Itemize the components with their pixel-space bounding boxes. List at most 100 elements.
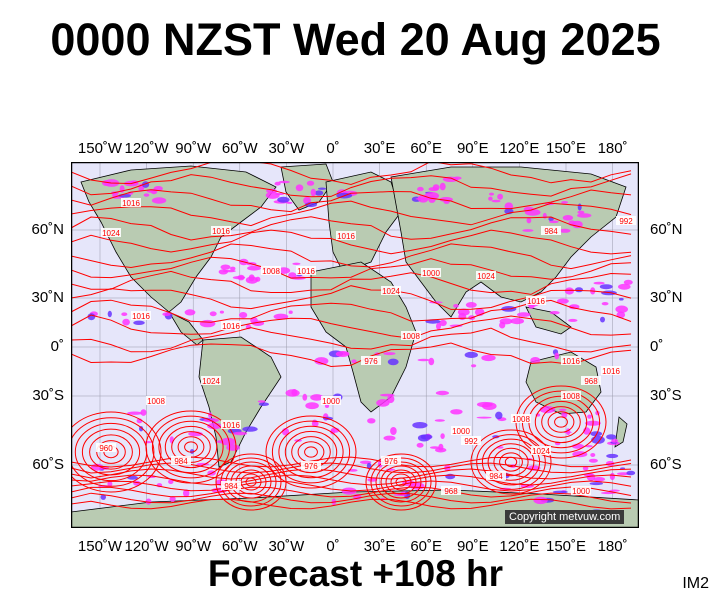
isobar-label: 1024 — [101, 228, 121, 238]
isobar-line — [71, 456, 632, 468]
isobar-line — [71, 498, 632, 510]
rain-patch — [140, 409, 147, 416]
rain-patch — [609, 489, 620, 492]
rain-patch — [585, 445, 593, 448]
isobar-label: 1024 — [476, 271, 496, 281]
rain-patch — [618, 283, 631, 290]
rain-patch — [314, 357, 329, 365]
latitude-label: 60˚N — [31, 221, 64, 238]
svg-text:1016: 1016 — [337, 232, 355, 241]
isobar-ring — [493, 447, 529, 477]
svg-text:1016: 1016 — [122, 199, 140, 208]
isobar-line — [71, 462, 632, 474]
svg-text:1008: 1008 — [562, 392, 580, 401]
latitude-label: 30˚S — [32, 387, 64, 404]
isobar-line — [71, 314, 632, 339]
rain-patch — [587, 414, 592, 419]
isobar-label: 976 — [381, 456, 401, 466]
isobar-line — [71, 162, 632, 186]
rain-patch — [590, 453, 596, 457]
rain-patch — [393, 493, 407, 496]
rain-patch — [530, 357, 541, 364]
rain-patch — [611, 438, 618, 443]
rain-patch — [274, 181, 281, 186]
isobar-label: 984 — [171, 456, 191, 466]
chart-title: 0000 NZST Wed 20 Aug 2025 — [50, 14, 661, 65]
rain-patch — [558, 408, 567, 411]
rain-patch — [277, 196, 290, 203]
rain-patch — [247, 265, 261, 271]
isobar-ring — [476, 434, 546, 490]
rain-patch — [127, 475, 138, 480]
isobar-label: 1008 — [261, 266, 281, 276]
rain-patch — [230, 266, 236, 271]
longitude-label: 30˚W — [268, 538, 305, 555]
rain-patch — [351, 359, 357, 364]
rain-patch — [306, 180, 315, 186]
isobar-ring — [284, 430, 338, 474]
svg-text:1016: 1016 — [222, 322, 240, 331]
isobar-label: 1016 — [221, 321, 241, 331]
rain-patch — [216, 440, 224, 444]
isobar-line — [71, 480, 632, 492]
svg-text:1000: 1000 — [572, 487, 590, 496]
rain-patch — [588, 458, 598, 463]
rain-patch — [609, 472, 616, 481]
rain-patch — [432, 184, 440, 191]
isobar-line — [71, 173, 632, 198]
rain-patch — [291, 389, 298, 396]
svg-text:1024: 1024 — [102, 229, 120, 238]
isobar-label: 984 — [486, 471, 506, 481]
rain-patch — [510, 318, 524, 325]
pressure-rain-map: 1016 1024 1016 1008 1016 1024 1008 1016 1016 1008… — [71, 162, 639, 528]
svg-text:1008: 1008 — [512, 415, 530, 424]
rain-patch — [107, 310, 112, 318]
rain-patch — [305, 402, 319, 410]
rain-patch — [623, 279, 633, 285]
svg-text:984: 984 — [174, 457, 188, 466]
latitude-label: 30˚N — [650, 289, 683, 306]
central-america — [167, 311, 204, 346]
longitude-label: 90˚W — [175, 140, 212, 157]
rain-patch — [387, 395, 395, 404]
isobar-label: 976 — [301, 461, 321, 471]
isobar-label: 1016 — [561, 356, 581, 366]
rain-patch — [575, 287, 583, 293]
rain-patch — [554, 352, 560, 360]
longitude-label: 60˚W — [221, 140, 258, 157]
isobar-ring — [164, 425, 218, 469]
isobar-line — [71, 200, 632, 227]
rain-patch — [440, 433, 445, 439]
svg-text:1016: 1016 — [132, 312, 150, 321]
rain-patch — [488, 196, 493, 201]
rain-patch — [600, 316, 605, 323]
longitude-label: 150˚E — [545, 140, 587, 157]
rain-patch — [232, 431, 248, 436]
rain-patch — [450, 409, 463, 415]
new-zealand — [614, 416, 628, 448]
isobar-ring — [499, 452, 523, 472]
isobar-ring — [278, 425, 344, 479]
rain-patch — [601, 302, 609, 306]
rain-patch — [552, 490, 568, 494]
isobar-label: 1000 — [421, 268, 441, 278]
isobar-line — [71, 342, 632, 368]
isobar-label: 1016 — [601, 366, 621, 376]
isobar-line — [71, 474, 632, 486]
isobar-ring — [304, 446, 318, 458]
rain-patch — [127, 411, 143, 415]
rain-patch — [471, 364, 477, 368]
isobar-ring — [534, 400, 588, 444]
longitude-label: 0˚ — [326, 538, 340, 555]
longitude-label: 60˚W — [221, 538, 258, 555]
rain-patch — [367, 418, 376, 424]
isobar-label: 1016 — [296, 266, 316, 276]
isobar-label: 968 — [441, 486, 461, 496]
rain-patch — [439, 319, 447, 327]
rain-patch — [257, 400, 266, 403]
longitude-label: 90˚E — [456, 140, 489, 157]
rain-patch — [577, 210, 585, 214]
isobar-ring — [554, 416, 568, 428]
longitude-label: 60˚E — [410, 140, 443, 157]
rain-patch — [417, 358, 430, 362]
